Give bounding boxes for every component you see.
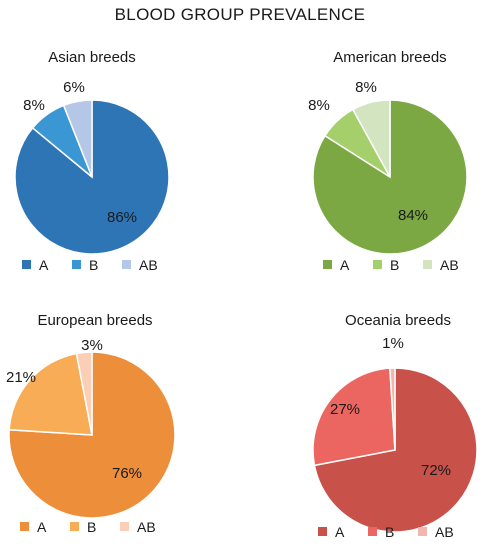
- chart-title: American breeds: [333, 49, 446, 66]
- chart-legend: A B AB: [20, 519, 156, 535]
- data-label-ab: 1%: [382, 335, 404, 352]
- legend-swatch-a: [22, 260, 31, 269]
- pie-slice-a: [8, 351, 176, 519]
- chart-legend: A B AB: [323, 257, 459, 273]
- chart-title: Oceania breeds: [345, 312, 451, 329]
- legend-label-a: A: [335, 524, 345, 540]
- legend-swatch-ab: [120, 522, 129, 531]
- figure-title: BLOOD GROUP PREVALENCE: [115, 5, 366, 24]
- legend-swatch-a: [318, 527, 327, 536]
- legend-swatch-b: [70, 522, 79, 531]
- pie-slice-b: [312, 367, 396, 467]
- legend-label-ab: AB: [137, 519, 156, 535]
- legend-label-b: B: [89, 257, 98, 273]
- data-label-ab: 6%: [63, 79, 85, 96]
- pie-slice-ab: [389, 367, 396, 451]
- legend-swatch-a: [20, 522, 29, 531]
- pie-slice-a: [312, 99, 468, 255]
- legend-label-a: A: [39, 257, 49, 273]
- legend-label-b: B: [385, 524, 394, 540]
- legend-swatch-b: [368, 527, 377, 536]
- data-label-b: 8%: [23, 97, 45, 114]
- data-label-a: 76%: [112, 465, 142, 482]
- legend-swatch-b: [373, 260, 382, 269]
- data-label-a: 72%: [421, 462, 451, 479]
- chart-title: Asian breeds: [48, 49, 136, 66]
- data-label-b: 8%: [308, 97, 330, 114]
- data-label-a: 86%: [107, 209, 137, 226]
- legend-label-b: B: [390, 257, 399, 273]
- legend-label-b: B: [87, 519, 96, 535]
- data-label-a: 84%: [398, 207, 428, 224]
- data-label-b: 21%: [6, 369, 36, 386]
- legend-label-a: A: [340, 257, 350, 273]
- legend-label-ab: AB: [139, 257, 158, 273]
- legend-swatch-ab: [423, 260, 432, 269]
- pie-slice-ab: [75, 351, 93, 436]
- legend-swatch-ab: [418, 527, 427, 536]
- data-label-ab: 8%: [355, 79, 377, 96]
- legend-label-ab: AB: [440, 257, 459, 273]
- chart-legend: A B AB: [22, 257, 158, 273]
- pie-slice-ab: [62, 99, 93, 178]
- legend-label-ab: AB: [435, 524, 454, 540]
- chart-title: European breeds: [37, 312, 152, 329]
- legend-label-a: A: [37, 519, 47, 535]
- chart-legend: A B AB: [318, 524, 454, 540]
- legend-swatch-ab: [122, 260, 131, 269]
- data-label-b: 27%: [330, 401, 360, 418]
- pie-slice-b: [8, 352, 93, 436]
- legend-swatch-a: [323, 260, 332, 269]
- pie-slice-ab: [351, 99, 391, 178]
- legend-swatch-b: [72, 260, 81, 269]
- data-label-ab: 3%: [81, 337, 103, 354]
